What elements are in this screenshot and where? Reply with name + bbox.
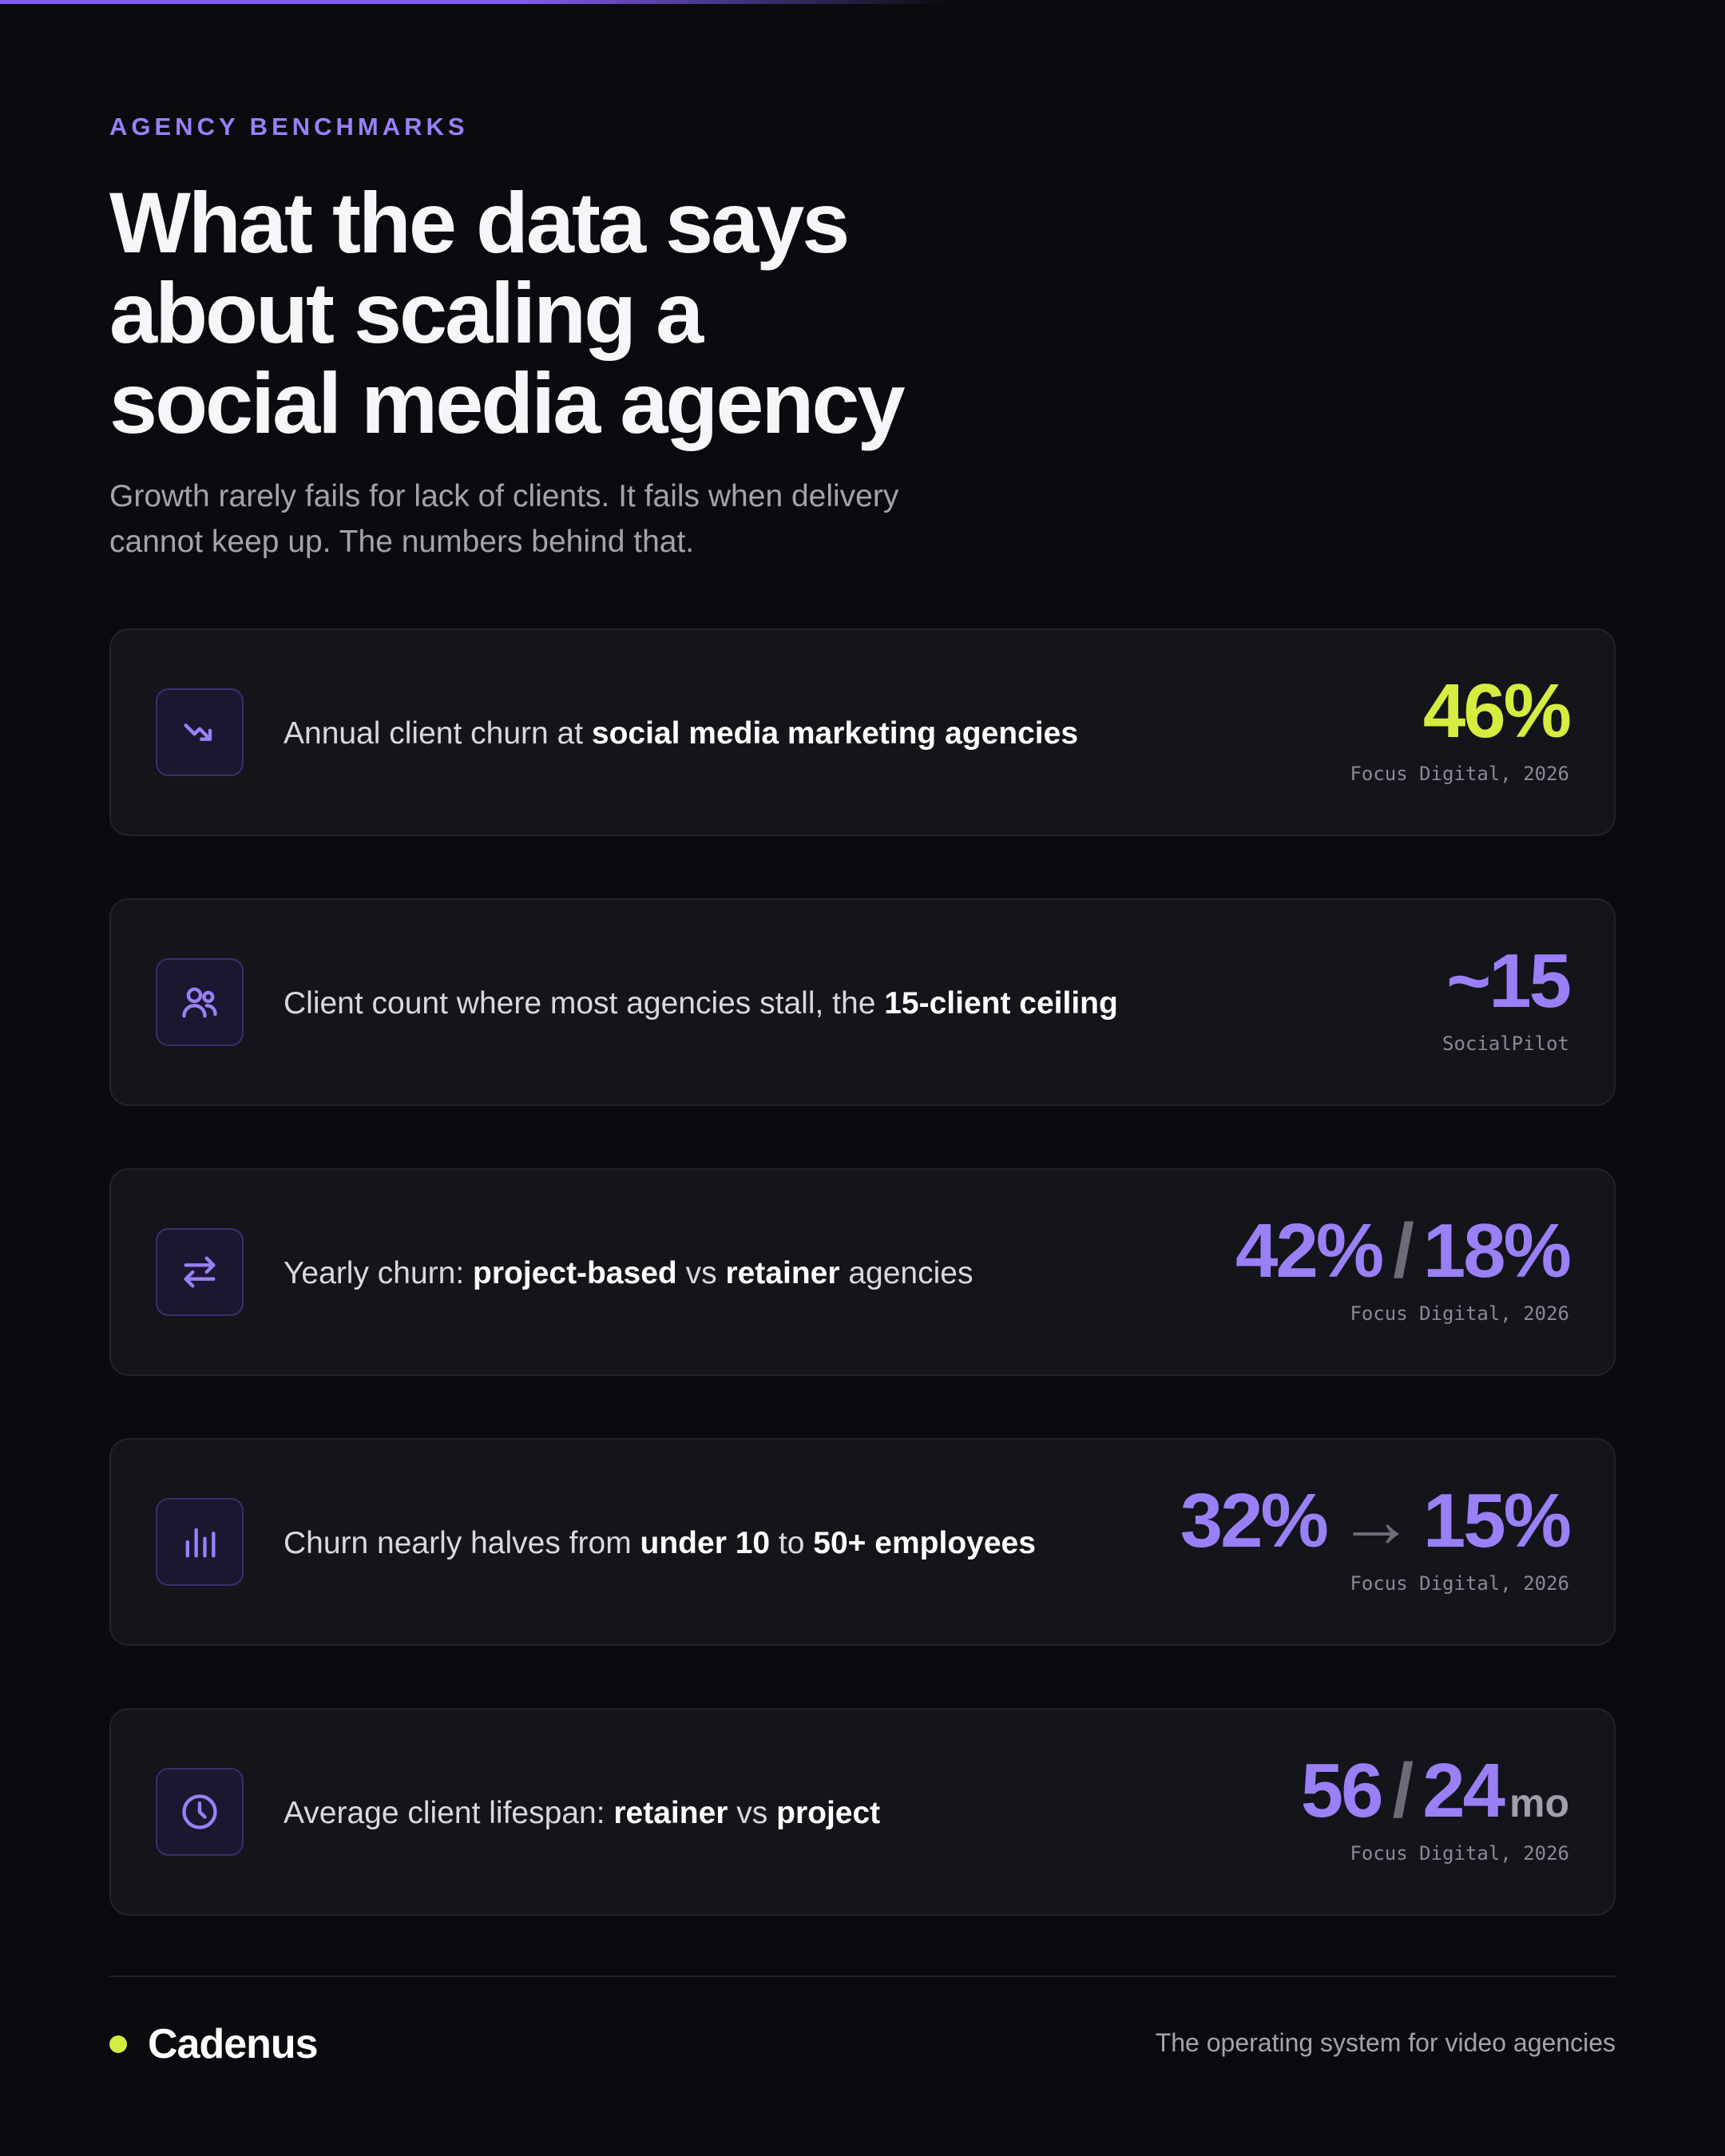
- stat-label: Churn nearly halves from under 10 to 50+…: [284, 1526, 1036, 1560]
- stat-label: Average client lifespan: retainer vs pro…: [284, 1796, 881, 1830]
- brand-dot-icon: [109, 2035, 127, 2053]
- stat-source: Focus Digital, 2026: [1350, 1302, 1569, 1325]
- title-line: social media agency: [109, 355, 906, 451]
- bar-chart-icon: [156, 1498, 244, 1586]
- subtitle-line: Growth rarely fails for lack of clients.…: [109, 479, 899, 513]
- stat-source: Focus Digital, 2026: [1350, 1842, 1569, 1865]
- stat-value: 42%/18%: [1235, 1208, 1572, 1294]
- subtitle-line: cannot keep up. The numbers behind that.: [109, 525, 695, 559]
- stat-value: 32% → 15%: [1180, 1478, 1572, 1563]
- stat-card-employee-size: Churn nearly halves from under 10 to 50+…: [109, 1438, 1616, 1646]
- trending-down-icon: [156, 688, 244, 776]
- stat-value: 46%: [1422, 668, 1572, 754]
- clock-icon: [156, 1768, 244, 1856]
- stat-card-annual-churn: Annual client churn at social media mark…: [109, 628, 1616, 836]
- stat-card-project-vs-retainer: Yearly churn: project-based vs retainer …: [109, 1168, 1616, 1376]
- page-subtitle: Growth rarely fails for lack of clients.…: [109, 474, 996, 565]
- eyebrow-label: AGENCY BENCHMARKS: [109, 113, 469, 141]
- page-title: What the data says about scaling a socia…: [109, 177, 1068, 448]
- stat-value: ~15: [1446, 938, 1572, 1024]
- swap-arrows-icon: [156, 1228, 244, 1316]
- stat-source: Focus Digital, 2026: [1350, 763, 1569, 785]
- stat-source: Focus Digital, 2026: [1350, 1572, 1569, 1595]
- title-line: What the data says: [109, 174, 850, 271]
- stat-source: SocialPilot: [1442, 1032, 1569, 1055]
- footer-divider: [109, 1976, 1616, 1977]
- users-icon: [156, 958, 244, 1046]
- stat-card-client-ceiling: Client count where most agencies stall, …: [109, 898, 1616, 1106]
- stat-card-client-lifespan: Average client lifespan: retainer vs pro…: [109, 1708, 1616, 1916]
- footer-tagline: The operating system for video agencies: [1155, 2028, 1616, 2057]
- stat-label: Client count where most agencies stall, …: [284, 986, 1118, 1021]
- stat-label: Annual client churn at social media mark…: [284, 716, 1079, 751]
- top-accent-bar: [0, 0, 950, 4]
- stat-label: Yearly churn: project-based vs retainer …: [284, 1256, 974, 1290]
- title-line: about scaling a: [109, 264, 704, 361]
- brand-logo: Cadenus: [109, 2020, 319, 2068]
- stat-value: 56/24 mo: [1300, 1748, 1569, 1833]
- brand-name: Cadenus: [148, 2021, 319, 2067]
